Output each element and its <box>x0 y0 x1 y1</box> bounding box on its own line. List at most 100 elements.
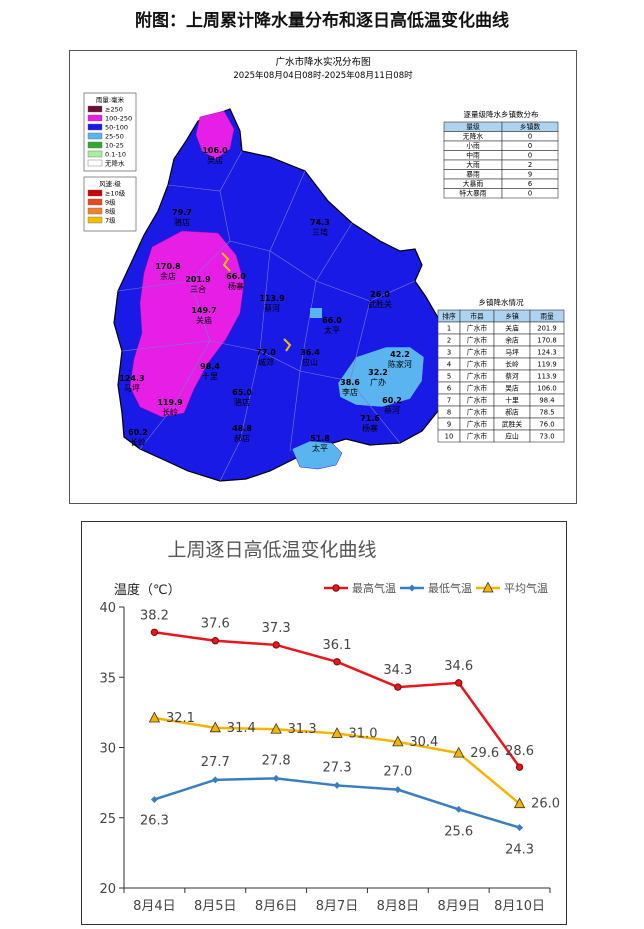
town-value-label: 60.2 <box>128 428 148 437</box>
wind-legend-swatch <box>87 216 103 224</box>
town-table-text: 73.0 <box>539 433 554 441</box>
town-table-text: 广水市 <box>467 420 488 429</box>
town-table-text: 广水市 <box>467 372 488 381</box>
rain-legend-swatch <box>87 132 103 140</box>
town-table-text: 106.0 <box>537 385 556 393</box>
town-table-text: 1 <box>447 325 451 333</box>
town-table-text: 124.3 <box>537 349 556 357</box>
data-point-marker <box>453 746 465 758</box>
town-table-text: 广水市 <box>467 396 488 405</box>
town-value-label: 124.3 <box>119 374 144 383</box>
data-point-marker <box>408 584 416 592</box>
town-table-text: 4 <box>447 361 451 369</box>
town-table-text: 5 <box>447 373 451 381</box>
grade-table-text: 特大暴雨 <box>459 189 486 198</box>
data-point-marker <box>332 584 340 592</box>
data-label: 32.1 <box>166 711 195 726</box>
town-name-label: 郝店 <box>234 433 250 443</box>
region-magenta-west <box>129 230 245 418</box>
data-label: 26.0 <box>531 797 560 812</box>
town-name-label: 广办 <box>370 377 386 387</box>
grade-table-text: 乡镇数 <box>520 122 541 131</box>
town-table-text: 余店 <box>505 336 519 345</box>
town-value-label: 38.6 <box>340 378 360 387</box>
data-label: 29.6 <box>470 746 499 761</box>
town-table-cell <box>529 429 565 443</box>
rainfall-map: 广水市降水实况分布图 2025年08月04日08时-2025年08月11日08时 <box>83 56 565 482</box>
data-label: 38.2 <box>140 608 169 623</box>
grade-table-text: 0 <box>528 152 532 160</box>
town-value-label: 66.0 <box>226 272 246 281</box>
grade-table-text: 2 <box>528 161 532 169</box>
town-value-label: 149.7 <box>191 306 216 315</box>
data-point-marker <box>272 774 280 782</box>
rain-legend-label: ≥250 <box>105 106 123 114</box>
data-label: 34.3 <box>383 663 412 678</box>
town-table-text: 广水市 <box>467 384 488 393</box>
data-label: 27.8 <box>262 753 291 768</box>
grade-table-text: 0 <box>528 142 532 150</box>
rain-legend-swatch <box>87 114 103 122</box>
town-name-label: 杨寨 <box>362 423 378 433</box>
rain-legend-label: 50-100 <box>105 124 128 132</box>
wind-legend-label: ≥10级 <box>105 189 126 198</box>
town-table-text: 78.5 <box>539 409 554 417</box>
y-axis-label: 温度（℃） <box>114 582 181 598</box>
rain-legend-swatch <box>87 141 103 149</box>
data-label: 30.4 <box>409 735 438 750</box>
town-value-label: 26.0 <box>370 290 390 299</box>
rain-legend-swatch <box>87 123 103 131</box>
grade-table-text: 无降水 <box>463 132 484 141</box>
town-value-label: 98.4 <box>200 362 220 371</box>
data-point-marker <box>455 679 463 687</box>
town-table-text: 市县 <box>470 312 484 321</box>
town-value-label: 42.2 <box>390 350 410 359</box>
town-name-label: 三合 <box>190 284 206 294</box>
town-table-text: 长岭 <box>505 360 519 369</box>
town-table-text: 武胜关 <box>502 420 523 429</box>
town-table-text: 3 <box>447 349 451 357</box>
chart-title: 上周逐日高低温变化曲线 <box>167 539 376 561</box>
town-table-text: 应山 <box>505 432 519 441</box>
legend-label: 最低气温 <box>428 581 472 595</box>
rain-legend-title: 雨量:毫米 <box>96 95 125 104</box>
town-name-label: 城郊 <box>258 357 274 367</box>
town-table-text: 蔡河 <box>505 372 519 381</box>
grade-table-text: 中雨 <box>466 151 480 160</box>
data-point-marker <box>331 727 343 738</box>
town-value-label: 119.9 <box>157 398 183 407</box>
town-value-label: 74.3 <box>310 218 330 227</box>
grade-table-text: 9 <box>528 171 532 179</box>
grade-table-text: 小雨 <box>466 141 480 150</box>
data-point-marker <box>150 628 159 636</box>
town-value-label: 106.0 <box>202 146 228 155</box>
town-name-label: 太平 <box>312 443 328 453</box>
grade-table-cell <box>501 188 559 199</box>
map-subtitle: 2025年08月04日08时-2025年08月11日08时 <box>233 70 413 81</box>
data-point-marker <box>333 781 341 789</box>
town-table-text: 广水市 <box>467 336 488 345</box>
wind-legend-swatch <box>87 189 103 197</box>
data-point-marker <box>394 683 402 691</box>
town-value-label: 65.0 <box>232 388 252 397</box>
y-tick-label: 30 <box>99 742 116 757</box>
town-table-text: 广水市 <box>467 360 488 369</box>
data-label: 34.6 <box>444 659 473 674</box>
y-tick-label: 20 <box>99 882 116 897</box>
data-point-marker <box>270 722 282 734</box>
town-name-label: 三塆 <box>312 227 328 237</box>
grade-table-text: 量级 <box>466 122 480 131</box>
x-tick-label: 8月6日 <box>255 899 298 914</box>
town-boundaries <box>117 150 416 482</box>
y-tick-label: 35 <box>99 671 116 686</box>
town-value-label: 77.0 <box>256 348 276 357</box>
grade-table-text: 0 <box>528 190 532 198</box>
data-point-marker <box>516 824 524 832</box>
data-point-marker <box>211 776 219 784</box>
town-table-text: 十里 <box>505 396 519 405</box>
town-name-label: 长岭 <box>162 407 178 417</box>
town-name-label: 长岭 <box>130 437 146 447</box>
data-point-marker <box>394 786 402 794</box>
